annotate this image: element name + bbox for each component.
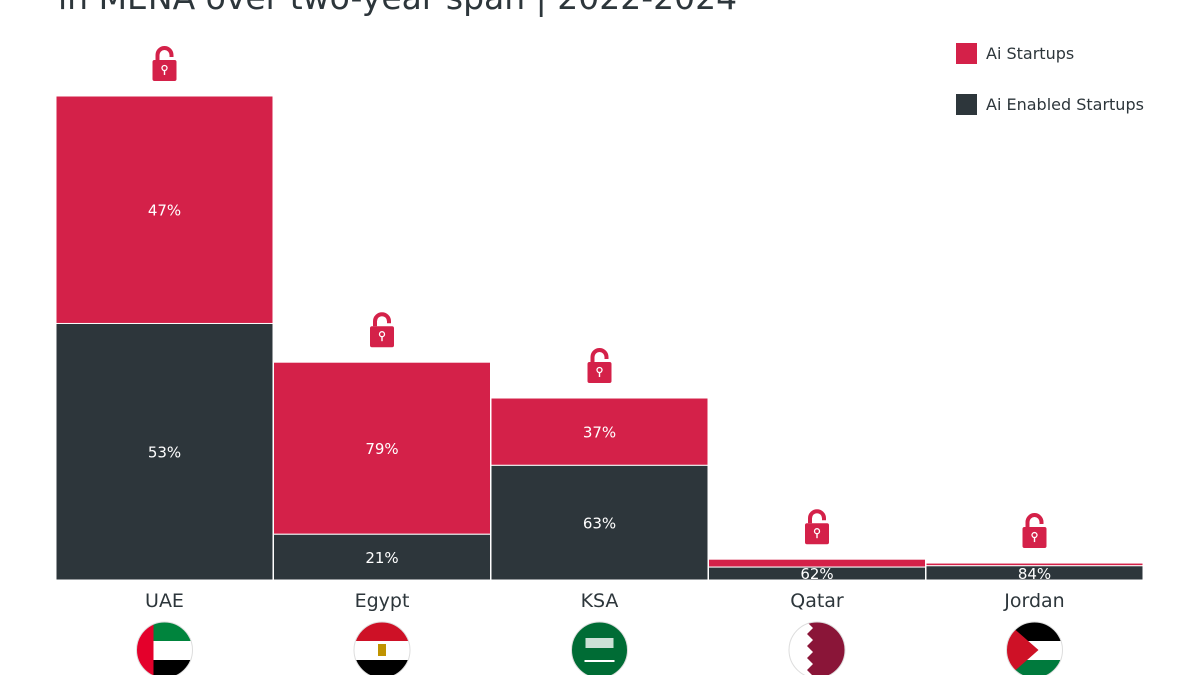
bar-ai-enabled-startups xyxy=(490,464,709,581)
flag-icon-ksa xyxy=(571,622,628,675)
data-label: 62% xyxy=(800,565,833,583)
bar-ai-enabled-startups xyxy=(925,565,1144,581)
lock-icon[interactable] xyxy=(587,348,612,384)
bar-group-qatar: 62% Qatar xyxy=(708,509,926,675)
legend-label: Ai Enabled Startups xyxy=(986,95,1144,114)
bar-group-ksa: 37% 63% KSA xyxy=(490,348,709,675)
bar-group-jordan: 84% Jordan xyxy=(925,513,1144,675)
legend-item-ai-startups: Ai Startups xyxy=(956,43,1074,64)
lock-icon[interactable] xyxy=(1022,513,1047,549)
data-label: 63% xyxy=(583,515,616,533)
category-label: Egypt xyxy=(355,590,410,612)
legend-swatch xyxy=(956,43,977,64)
lock-icon[interactable] xyxy=(805,509,829,545)
flag-icon-jordan xyxy=(1006,622,1063,675)
data-label: 79% xyxy=(365,440,398,458)
category-label: Qatar xyxy=(790,590,844,612)
bar-ai-startups xyxy=(490,397,709,466)
data-label: 21% xyxy=(365,549,398,567)
legend-label: Ai Startups xyxy=(986,44,1075,63)
bar-ai-startups xyxy=(273,361,491,535)
data-label: 84% xyxy=(1018,565,1051,583)
data-label: 37% xyxy=(583,424,616,442)
bar-ai-enabled-startups xyxy=(273,533,491,581)
bar-ai-enabled-startups xyxy=(55,322,274,581)
category-label: UAE xyxy=(145,590,184,612)
flag-icon-egypt xyxy=(354,622,410,675)
legend-swatch xyxy=(956,94,977,115)
bar-group-uae: 47% 53% UAE xyxy=(55,46,274,675)
legend-item-ai-enabled-startups: Ai Enabled Startups xyxy=(956,94,1144,115)
category-label: Jordan xyxy=(1003,590,1064,612)
lock-icon[interactable] xyxy=(370,312,394,348)
chart-title: in MENA over two-year span | 2022-2024 xyxy=(58,0,737,17)
flag-icon-qatar xyxy=(789,622,845,675)
bar-group-egypt: 79% 21% Egypt xyxy=(273,312,491,675)
category-label: KSA xyxy=(581,590,619,612)
lock-icon[interactable] xyxy=(152,46,177,81)
data-label: 47% xyxy=(148,202,181,220)
data-label: 53% xyxy=(148,444,181,462)
flag-icon-uae xyxy=(136,622,193,675)
